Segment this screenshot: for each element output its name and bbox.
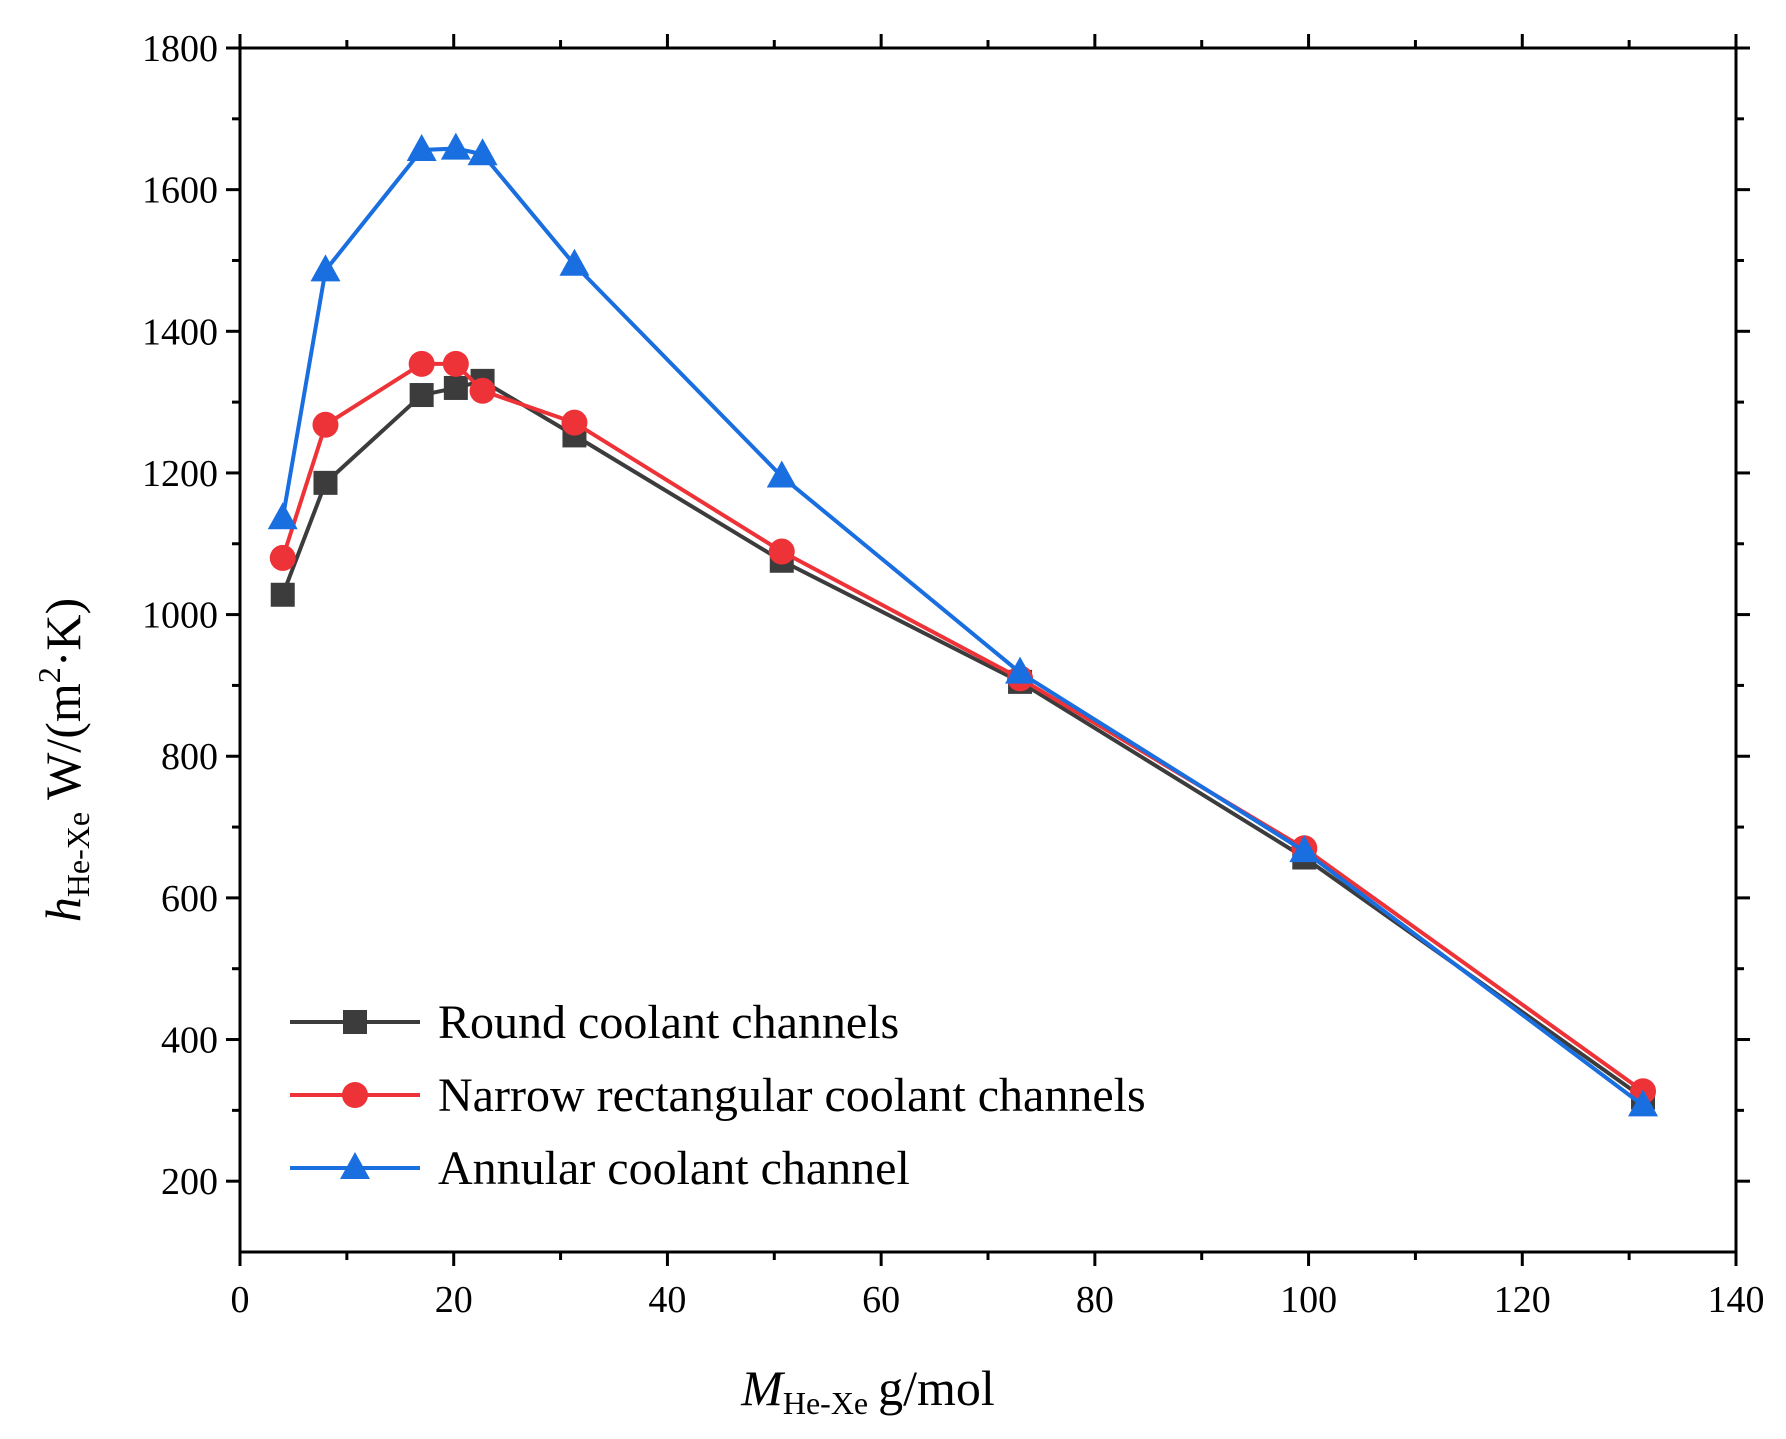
y-axis-title: hHe-Xe W/(m2·K) (31, 598, 96, 922)
data-point (313, 470, 338, 495)
legend-item: Round coolant channels (290, 996, 899, 1049)
y-tick-label: 200 (161, 1161, 218, 1203)
data-point (768, 538, 795, 565)
y-axis-unit-end: ·K) (35, 598, 91, 667)
x-tick-label: 0 (231, 1279, 250, 1321)
data-point (270, 582, 295, 607)
data-point (408, 350, 435, 377)
series-line (280, 361, 1645, 1093)
series-line (280, 146, 1645, 1107)
legend: Round coolant channels Narrow rectangular… (290, 996, 1146, 1195)
legend-label: Annular coolant channel (438, 1142, 910, 1195)
series-layer (267, 132, 1659, 1117)
y-tick-label: 1200 (142, 453, 218, 495)
data-point (559, 248, 590, 276)
svg-text:hHe-XeW/(m2·K): hHe-Xe W/(m2·K) (31, 598, 96, 922)
x-tick-label: 80 (1076, 1279, 1114, 1321)
y-axis-symbol: h (35, 897, 91, 922)
legend-label: Round coolant channels (438, 996, 899, 1049)
plot-frame (238, 46, 1738, 1254)
y-axis-unit: W/(m (35, 683, 91, 800)
legend-label: Narrow rectangular coolant channels (438, 1069, 1146, 1122)
y-tick-label: 1600 (142, 170, 218, 212)
y-tick-label: 600 (161, 878, 218, 920)
data-point (310, 254, 341, 282)
data-point (267, 502, 298, 530)
x-tick-label: 20 (435, 1279, 473, 1321)
data-point (561, 409, 588, 436)
data-point (269, 544, 296, 571)
data-point (469, 377, 496, 404)
legend-marker (343, 1010, 367, 1034)
x-axis-title: MHe-Xe g/mol (740, 1360, 995, 1421)
legend-item: Annular coolant channel (290, 1142, 910, 1195)
y-tick-label: 1000 (142, 595, 218, 637)
y-tick-label: 1400 (142, 311, 218, 353)
data-point (312, 411, 339, 438)
data-point (406, 133, 437, 161)
y-tick-label: 800 (161, 736, 218, 778)
data-point (1289, 835, 1320, 863)
x-tick-label: 120 (1494, 1279, 1551, 1321)
x-axis-subscript: He-Xe (783, 1385, 868, 1421)
series-circle (269, 350, 1657, 1105)
legend-marker (340, 1152, 370, 1179)
y-axis-unit-sup: 2 (31, 667, 67, 683)
x-axis-unit: g/mol (878, 1360, 995, 1416)
legend-item: Narrow rectangular coolant channels (290, 1069, 1146, 1122)
data-point (467, 138, 498, 166)
data-point (442, 350, 469, 377)
x-axis-symbol: M (740, 1360, 785, 1416)
series-line (280, 378, 1645, 1100)
y-tick-label: 1800 (142, 28, 218, 70)
y-tick-label: 400 (161, 1020, 218, 1062)
svg-text:MHe-Xeg/mol: MHe-Xe g/mol (740, 1360, 995, 1421)
data-point (766, 460, 797, 488)
tick-labels: 0 20 40 60 80 100 120 140 200 400 600 800 1000 1200 14… (142, 28, 1765, 1321)
y-axis-subscript: He-Xe (60, 812, 96, 897)
series-triangle (267, 132, 1659, 1117)
data-point (409, 383, 434, 408)
data-point (443, 375, 468, 400)
data-point (1628, 1089, 1659, 1117)
x-tick-label: 100 (1280, 1279, 1337, 1321)
legend-marker (342, 1082, 368, 1108)
x-tick-label: 140 (1708, 1279, 1765, 1321)
x-tick-label: 40 (648, 1279, 686, 1321)
data-point (440, 132, 471, 160)
data-point (1005, 656, 1036, 684)
x-tick-label: 60 (862, 1279, 900, 1321)
